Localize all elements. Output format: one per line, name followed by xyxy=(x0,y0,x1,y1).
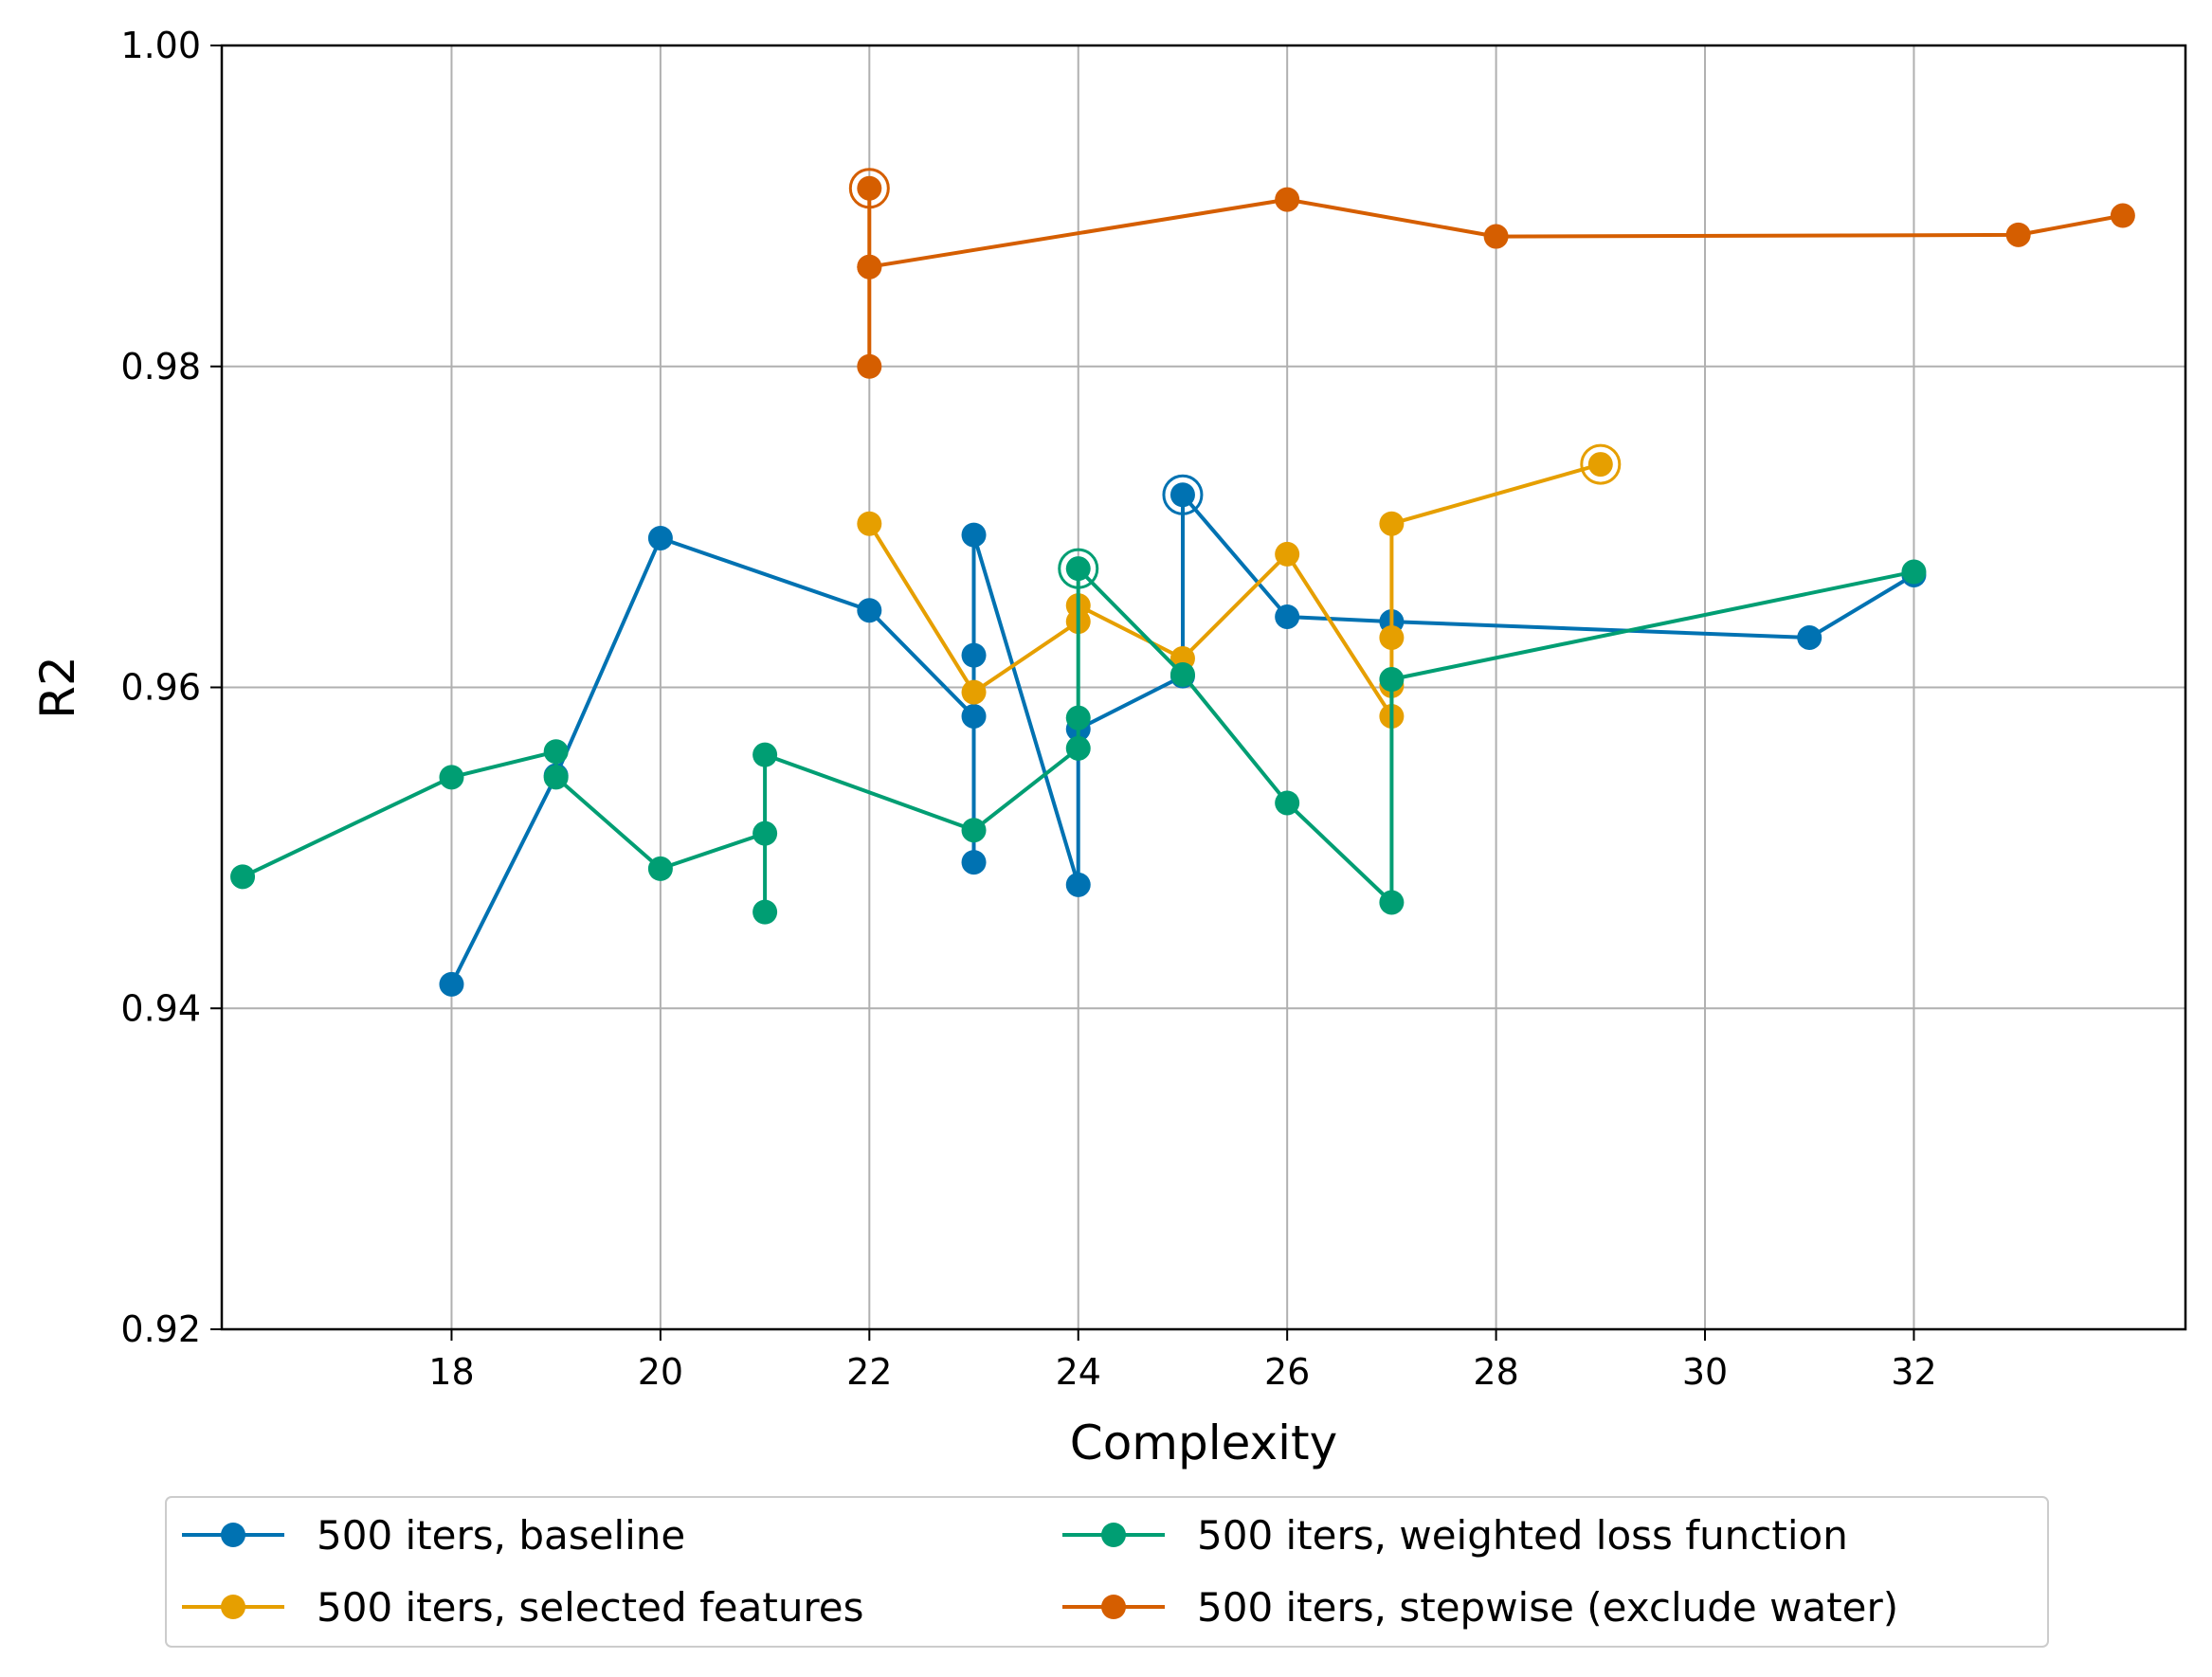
legend-label: 500 iters, weighted loss function xyxy=(1197,1512,1848,1559)
series-line xyxy=(867,186,2124,367)
data-point xyxy=(1169,661,1195,687)
x-tick-label: 18 xyxy=(428,1351,474,1393)
legend-marker xyxy=(221,1523,245,1547)
x-tick-label: 26 xyxy=(1264,1351,1310,1393)
data-point xyxy=(1587,452,1613,478)
data-point xyxy=(1379,890,1405,915)
data-point xyxy=(1065,705,1091,730)
data-point xyxy=(1169,482,1195,508)
legend-label: 500 iters, baseline xyxy=(317,1512,685,1559)
legend-item: 500 iters, stepwise (exclude water) xyxy=(1062,1584,1898,1631)
legend-item: 500 iters, baseline xyxy=(182,1512,685,1559)
legend-item: 500 iters, selected features xyxy=(182,1584,864,1631)
data-point xyxy=(2110,203,2135,228)
data-point xyxy=(1901,559,1927,585)
data-point xyxy=(857,175,882,201)
data-point xyxy=(1379,624,1405,650)
x-axis-label: Complexity xyxy=(1070,1416,1337,1470)
data-point xyxy=(230,864,256,890)
data-point xyxy=(1379,511,1405,536)
data-point xyxy=(1275,187,1300,212)
y-tick-label: 0.98 xyxy=(120,346,201,388)
legend-item: 500 iters, weighted loss function xyxy=(1062,1512,1848,1559)
legend: 500 iters, baseline 500 iters, selected f… xyxy=(165,1496,2049,1648)
data-point xyxy=(857,598,882,623)
data-point xyxy=(961,642,987,668)
best-point-ring xyxy=(1058,548,1099,589)
x-tick-label: 24 xyxy=(1056,1351,1101,1393)
y-tick-label: 0.92 xyxy=(120,1308,201,1350)
best-point-ring xyxy=(848,168,890,209)
data-point xyxy=(961,703,987,729)
data-point xyxy=(752,820,778,846)
data-point xyxy=(439,971,464,997)
ticks: 18 20 22 24 26 28 30 32 0.92 0.94 0.96 0.98 1.00 xyxy=(120,25,1936,1393)
data-point xyxy=(857,511,882,536)
data-point xyxy=(439,765,464,790)
legend-marker xyxy=(1101,1523,1126,1547)
data-point xyxy=(961,850,987,875)
data-point xyxy=(857,353,882,379)
x-tick-label: 28 xyxy=(1473,1351,1518,1393)
best-point-ring xyxy=(1162,474,1204,515)
x-tick-label: 30 xyxy=(1682,1351,1728,1393)
y-tick-label: 1.00 xyxy=(120,25,201,66)
y-tick-label: 0.94 xyxy=(120,987,201,1029)
series-3 xyxy=(230,548,1927,925)
x-tick-label: 22 xyxy=(846,1351,892,1393)
data-point xyxy=(1275,790,1300,816)
legend-marker xyxy=(1101,1595,1126,1619)
data-point xyxy=(647,525,673,550)
legend-label: 500 iters, selected features xyxy=(317,1584,864,1631)
best-point-ring xyxy=(1580,443,1622,485)
x-tick-label: 32 xyxy=(1891,1351,1936,1393)
series-layer xyxy=(230,168,2135,997)
y-tick-label: 0.96 xyxy=(120,667,201,709)
data-point xyxy=(647,856,673,881)
legend-label: 500 iters, stepwise (exclude water) xyxy=(1197,1584,1898,1631)
legend-box xyxy=(165,1496,2049,1648)
data-point xyxy=(1065,735,1091,761)
data-point xyxy=(543,739,569,765)
data-point xyxy=(961,679,987,705)
data-point xyxy=(961,522,987,548)
legend-marker xyxy=(221,1595,245,1619)
series-4 xyxy=(848,168,2135,379)
data-point xyxy=(857,254,882,280)
data-point xyxy=(543,765,569,790)
data-point xyxy=(1797,624,1822,650)
data-point xyxy=(1379,667,1405,693)
data-point xyxy=(1275,604,1300,629)
data-point xyxy=(1065,872,1091,897)
series-line xyxy=(449,493,1915,985)
x-tick-label: 20 xyxy=(638,1351,683,1393)
data-point xyxy=(752,742,778,767)
data-point xyxy=(2005,222,2031,247)
data-point xyxy=(1275,541,1300,567)
data-point xyxy=(1065,556,1091,582)
data-point xyxy=(1483,224,1509,249)
data-point xyxy=(961,818,987,843)
y-axis-label: R2 xyxy=(30,656,85,719)
data-point xyxy=(752,899,778,925)
